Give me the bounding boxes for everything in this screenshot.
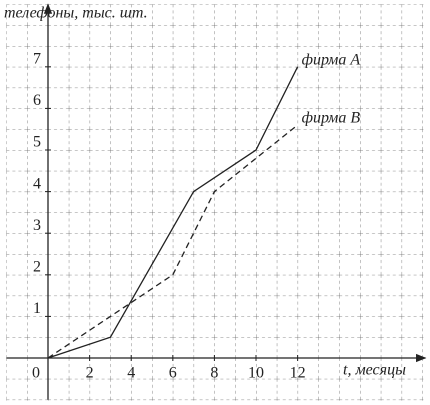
y-tick-label: 4 — [33, 175, 41, 192]
x-tick-label: 6 — [169, 365, 177, 382]
x-tick-label: 12 — [290, 365, 306, 382]
y-tick-label: 2 — [33, 258, 41, 275]
series-label: фирма A — [302, 51, 361, 68]
x-tick-label: 0 — [32, 365, 40, 382]
y-tick-label: 1 — [33, 300, 41, 317]
x-tick-label: 4 — [127, 365, 135, 382]
series-label: фирма B — [302, 110, 361, 127]
y-axis-label: телефоны, тыс. шт. — [4, 5, 148, 22]
x-axis-label: t, месяцы — [343, 362, 406, 379]
series-line — [47, 66, 299, 359]
y-tick-label: 5 — [33, 134, 41, 151]
x-tick-label: 2 — [86, 365, 94, 382]
x-tick-label: 10 — [248, 365, 264, 382]
x-tick-label: 8 — [210, 365, 218, 382]
y-tick-label: 7 — [33, 50, 41, 67]
y-tick-label: 6 — [33, 92, 41, 109]
y-tick-label: 3 — [33, 217, 41, 234]
grid — [6, 4, 424, 401]
